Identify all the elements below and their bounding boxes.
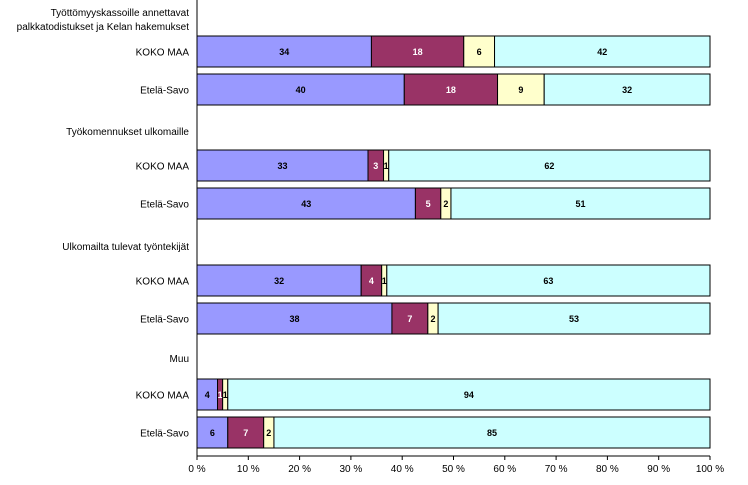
data-label: 53 <box>569 314 579 324</box>
x-tick-label: 100 % <box>696 464 724 475</box>
x-tick-label: 60 % <box>493 464 516 475</box>
data-label: 32 <box>274 276 284 286</box>
x-tick-label: 0 % <box>188 464 205 475</box>
x-tick-label: 80 % <box>596 464 619 475</box>
data-label: 4 <box>205 390 210 400</box>
data-label: 42 <box>597 47 607 57</box>
row-label: Etelä-Savo <box>140 315 189 326</box>
data-label: 1 <box>223 390 228 400</box>
bar-segment <box>494 35 711 68</box>
data-label: 2 <box>443 199 448 209</box>
data-label: 94 <box>464 390 474 400</box>
data-label: 85 <box>487 428 497 438</box>
row-label: Etelä-Savo <box>140 86 189 97</box>
data-label: 6 <box>210 428 215 438</box>
x-tick-label: 30 % <box>340 464 363 475</box>
data-label: 32 <box>622 85 632 95</box>
group-label: Muu <box>170 354 189 365</box>
group-label: palkkatodistukset ja Kelan hakemukset <box>17 22 190 33</box>
bar-segment <box>196 416 229 449</box>
bar-segment <box>543 73 711 106</box>
group-label: Työttömyyskassoille annettavat <box>51 8 190 19</box>
data-label: 6 <box>477 47 482 57</box>
data-label: 1 <box>218 390 223 400</box>
bar-segment <box>273 416 711 449</box>
bar-segment <box>370 35 465 68</box>
x-tick-label: 20 % <box>288 464 311 475</box>
data-label: 18 <box>413 47 423 57</box>
data-label: 51 <box>575 199 585 209</box>
x-tick-label: 50 % <box>442 464 465 475</box>
row-label: Etelä-Savo <box>140 429 189 440</box>
row-label: KOKO MAA <box>136 391 190 402</box>
data-label: 63 <box>543 276 553 286</box>
x-axis: 0 % 10 % 20 % 30 % 40 % 50 % 60 % 70 % 80 % 90 % 1… <box>188 0 724 475</box>
data-label: 38 <box>289 314 299 324</box>
bar-segment <box>437 302 711 335</box>
group-label: Ulkomailta tulevat työntekijät <box>62 242 189 253</box>
group-label: Työkomennukset ulkomaille <box>66 127 189 138</box>
data-label: 1 <box>384 161 389 171</box>
bar-segment <box>403 73 499 106</box>
row-label: KOKO MAA <box>136 277 190 288</box>
bar-segment <box>196 35 372 68</box>
row-label: Etelä-Savo <box>140 200 189 211</box>
bar-segment <box>388 149 711 182</box>
data-label: 4 <box>369 276 374 286</box>
bar-segment <box>196 187 416 220</box>
x-tick-label: 70 % <box>545 464 568 475</box>
data-label: 7 <box>407 314 412 324</box>
bar-segment <box>450 187 711 220</box>
x-tick-label: 40 % <box>391 464 414 475</box>
row-label: KOKO MAA <box>136 162 190 173</box>
data-label: 43 <box>301 199 311 209</box>
data-label: 2 <box>266 428 271 438</box>
data-label: 2 <box>430 314 435 324</box>
data-label: 7 <box>243 428 248 438</box>
bar-segment <box>196 302 393 335</box>
data-label: 5 <box>426 199 431 209</box>
bar-segment <box>391 302 429 335</box>
x-tick-label: 90 % <box>647 464 670 475</box>
data-label: 9 <box>518 85 523 95</box>
bar-segment <box>196 73 405 106</box>
bar-segment <box>196 264 362 297</box>
bar-segment <box>227 378 711 411</box>
data-label: 18 <box>446 85 456 95</box>
data-label: 1 <box>382 276 387 286</box>
data-label: 34 <box>279 47 289 57</box>
x-tick-label: 10 % <box>237 464 260 475</box>
bar-segment <box>463 35 496 68</box>
data-label: 3 <box>373 161 378 171</box>
row-label: KOKO MAA <box>136 48 190 59</box>
bar-segment <box>497 73 545 106</box>
bar-segment <box>414 187 442 220</box>
data-label: 62 <box>544 161 554 171</box>
data-label: 33 <box>277 161 287 171</box>
bar-segment <box>386 264 711 297</box>
data-label: 40 <box>296 85 306 95</box>
category-labels: Työttömyyskassoille annettavat palkkatodi… <box>17 8 190 440</box>
